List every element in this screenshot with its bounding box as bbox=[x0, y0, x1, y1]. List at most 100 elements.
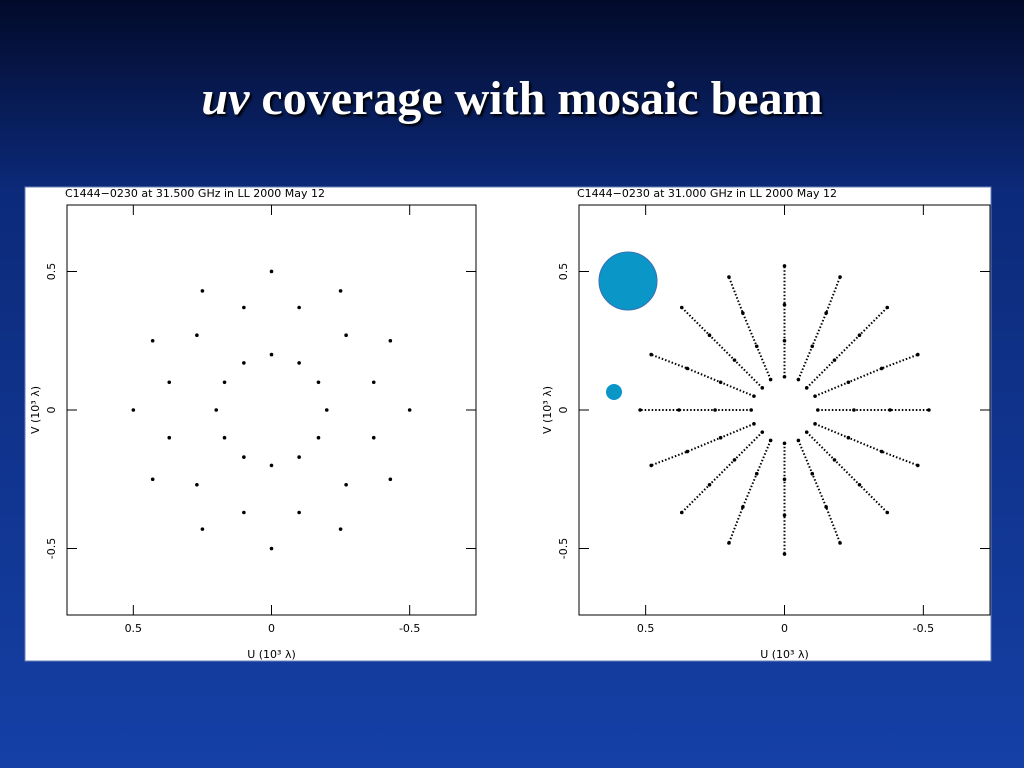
uv-point bbox=[269, 546, 274, 551]
uv-point bbox=[195, 333, 199, 338]
uv-track bbox=[806, 431, 888, 514]
uv-point bbox=[344, 482, 348, 487]
uv-point bbox=[752, 422, 756, 426]
uv-point bbox=[838, 541, 842, 545]
uv-point bbox=[857, 333, 862, 338]
uv-point bbox=[269, 463, 274, 468]
uv-point bbox=[846, 435, 851, 440]
uv-point bbox=[222, 380, 227, 385]
uv-track bbox=[650, 353, 755, 398]
uv-point bbox=[407, 408, 412, 412]
uv-track bbox=[681, 306, 763, 389]
uv-point bbox=[760, 386, 765, 390]
uv-point bbox=[269, 269, 274, 274]
uv-point bbox=[768, 377, 773, 382]
uv-point bbox=[846, 380, 851, 385]
uv-point bbox=[727, 541, 731, 545]
uv-point bbox=[885, 510, 890, 515]
uv-point bbox=[242, 510, 246, 515]
uv-point bbox=[732, 458, 737, 462]
uv-point bbox=[782, 302, 787, 307]
plot-title: C1444−0230 at 31.000 GHz in LL 2000 May … bbox=[577, 187, 837, 200]
uv-point bbox=[754, 471, 759, 476]
uv-track bbox=[814, 353, 919, 398]
uv-point bbox=[371, 435, 376, 440]
y-axis-label: V (10³ λ) bbox=[29, 386, 42, 434]
title-text: coverage with mosaic beam bbox=[261, 72, 822, 125]
uv-point bbox=[649, 463, 654, 468]
uv-point bbox=[879, 366, 884, 371]
uv-point bbox=[316, 435, 321, 440]
uv-track bbox=[728, 440, 772, 544]
beam-small bbox=[606, 384, 622, 400]
uv-point bbox=[782, 477, 787, 482]
plots: C1444−0230 at 31.500 GHz in LL 2000 May … bbox=[29, 187, 991, 661]
uv-point bbox=[718, 380, 723, 385]
beam-large bbox=[598, 251, 658, 311]
uv-point bbox=[852, 408, 856, 412]
uv-point bbox=[200, 289, 205, 293]
y-axis-label: V (10³ λ) bbox=[541, 386, 554, 434]
uv-point bbox=[832, 458, 837, 462]
uv-point bbox=[824, 505, 828, 509]
uv-point bbox=[888, 408, 892, 412]
y-tick-label: 0.5 bbox=[45, 263, 58, 281]
uv-point bbox=[879, 449, 884, 454]
uv-point bbox=[242, 361, 246, 365]
uv-point bbox=[388, 338, 393, 343]
uv-point bbox=[741, 505, 745, 509]
uv-track bbox=[728, 276, 772, 380]
uv-point bbox=[222, 435, 227, 440]
uv-point bbox=[813, 394, 817, 398]
uv-point bbox=[760, 430, 765, 434]
y-tick-label: 0.5 bbox=[557, 263, 570, 281]
uv-point bbox=[685, 449, 690, 454]
uv-point bbox=[810, 344, 815, 349]
uv-point bbox=[685, 366, 690, 371]
uv-point bbox=[915, 352, 920, 357]
uv-point bbox=[150, 477, 155, 482]
uv-point bbox=[297, 510, 301, 515]
uv-point bbox=[707, 482, 712, 487]
y-tick-label: 0 bbox=[557, 407, 570, 414]
y-tick-label: -0.5 bbox=[45, 538, 58, 559]
uv-point bbox=[824, 311, 828, 315]
uv-point bbox=[344, 333, 348, 338]
uv-point bbox=[679, 305, 684, 310]
slide-title: uv coverage with mosaic beam bbox=[201, 72, 822, 125]
uv-point bbox=[782, 264, 787, 268]
uv-point bbox=[832, 358, 837, 362]
uv-point bbox=[810, 471, 815, 476]
uv-track bbox=[797, 440, 841, 544]
uv-point bbox=[316, 380, 321, 385]
uv-point bbox=[838, 275, 842, 279]
uv-point bbox=[297, 361, 301, 365]
figure-panel bbox=[24, 186, 992, 662]
uv-point bbox=[782, 441, 787, 446]
uv-point bbox=[131, 408, 136, 412]
uv-point bbox=[167, 380, 172, 385]
uv-point bbox=[707, 333, 712, 338]
uv-point bbox=[200, 527, 205, 531]
uv-point bbox=[150, 338, 155, 343]
uv-point bbox=[752, 394, 756, 398]
uv-point bbox=[713, 408, 717, 412]
uv-point bbox=[718, 435, 723, 440]
uv-point bbox=[242, 455, 246, 459]
uv-track bbox=[806, 306, 888, 389]
y-tick-label: -0.5 bbox=[557, 538, 570, 559]
uv-point bbox=[649, 352, 654, 357]
plot-title: C1444−0230 at 31.500 GHz in LL 2000 May … bbox=[65, 187, 325, 200]
x-tick-label: -0.5 bbox=[913, 622, 934, 635]
uv-point bbox=[679, 510, 684, 515]
uv-point bbox=[371, 380, 376, 385]
uv-point bbox=[297, 305, 301, 310]
uv-point bbox=[782, 338, 787, 343]
uv-point bbox=[782, 552, 787, 556]
uv-point bbox=[214, 408, 219, 412]
uv-point bbox=[782, 513, 787, 518]
uv-point bbox=[804, 386, 809, 390]
uv-point bbox=[857, 482, 862, 487]
